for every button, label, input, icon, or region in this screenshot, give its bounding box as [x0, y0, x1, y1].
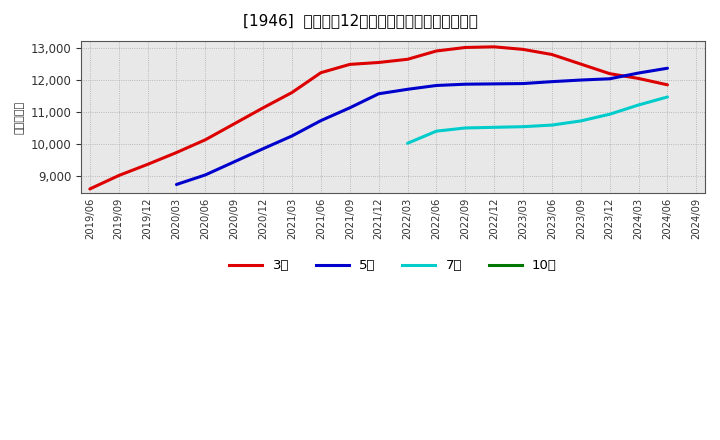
Legend: 3年, 5年, 7年, 10年: 3年, 5年, 7年, 10年 [224, 254, 562, 278]
Text: [1946]  経常利益12か月移動合計の平均値の推移: [1946] 経常利益12か月移動合計の平均値の推移 [243, 13, 477, 28]
Y-axis label: （百万円）: （百万円） [15, 101, 25, 134]
